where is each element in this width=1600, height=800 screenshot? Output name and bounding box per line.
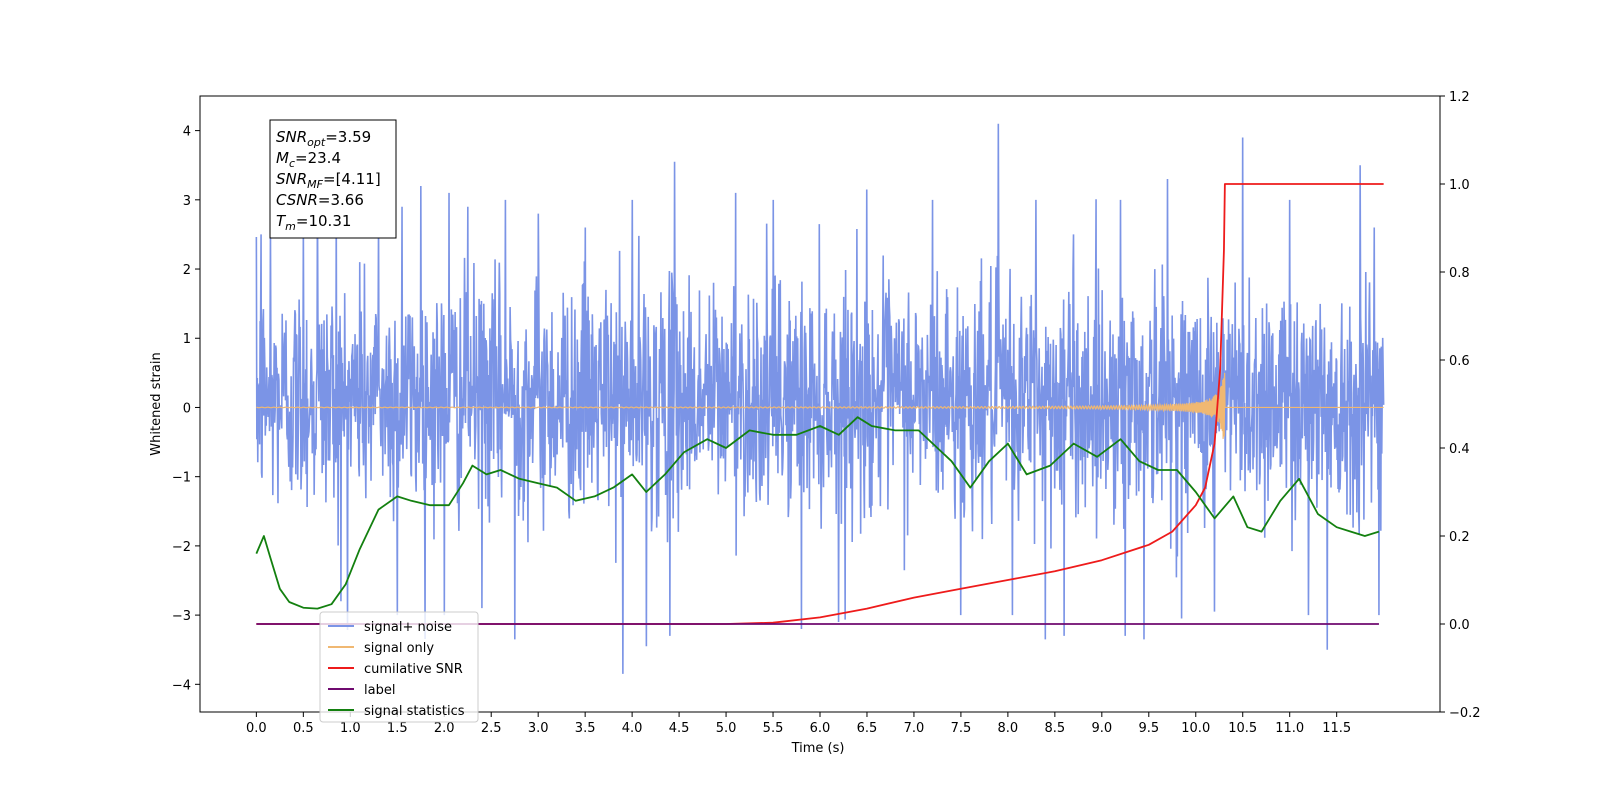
series-signal-only <box>256 372 1384 439</box>
x-tick-label: 1.5 <box>387 721 408 736</box>
annotation-line: Tm=10.31 <box>276 212 351 233</box>
x-tick-label: 0.0 <box>246 721 267 736</box>
y-tick-label: 3 <box>183 194 191 209</box>
x-tick-label: 7.5 <box>951 721 972 736</box>
y2-tick-label: 0.8 <box>1449 266 1470 281</box>
x-tick-label: 6.0 <box>810 721 831 736</box>
y2-tick-label: 0.2 <box>1449 530 1470 545</box>
y-tick-label: −3 <box>172 609 191 624</box>
annotation-subscript: c <box>289 157 295 170</box>
annotation-value: =23.4 <box>295 149 341 167</box>
y2-tick-label: 0.0 <box>1449 618 1470 633</box>
legend-label: signal statistics <box>364 704 465 719</box>
x-tick-label: 9.0 <box>1091 721 1112 736</box>
annotation-value: =[4.11] <box>323 170 381 188</box>
y2-tick-label: 1.0 <box>1449 178 1470 193</box>
y-tick-label: 0 <box>183 401 191 416</box>
annotation-line: SNRMF=[4.11] <box>276 170 381 191</box>
annotation-symbol: M <box>276 149 289 167</box>
annotation-value: =3.66 <box>318 191 364 209</box>
x-tick-label: 9.5 <box>1138 721 1159 736</box>
y2-tick-label: 1.2 <box>1449 90 1470 105</box>
annotation-subscript: opt <box>307 136 326 149</box>
annotation-frame <box>269 119 397 239</box>
y2-tick-label: −0.2 <box>1449 706 1481 721</box>
y-axis-label: Whitened strain <box>149 352 164 455</box>
legend: signal+ noise signal only cumilative SNR la… <box>319 611 479 723</box>
x-tick-label: 5.0 <box>716 721 737 736</box>
legend-label: cumilative SNR <box>364 662 463 677</box>
x-axis-label: Time (s) <box>791 741 845 756</box>
annotation-subscript: MF <box>307 178 323 191</box>
x-tick-label: 3.0 <box>528 721 549 736</box>
x-tick-label: 10.5 <box>1228 721 1257 736</box>
x-tick-label: 10.0 <box>1181 721 1210 736</box>
series-cumilative-snr <box>256 183 1384 625</box>
x-tick-label: 1.0 <box>340 721 361 736</box>
legend-label: label <box>364 683 395 698</box>
y-tick-label: 1 <box>183 332 191 347</box>
annotation-symbol: SNR <box>276 128 307 146</box>
annotation-symbol: SNR <box>276 170 307 188</box>
y-axis-left: −4 −3 −2 −1 0 1 2 3 4 <box>172 125 200 693</box>
annotation-line: CSNR=3.66 <box>276 191 364 209</box>
annotation-subscript: m <box>285 220 296 233</box>
y-tick-label: −4 <box>172 678 191 693</box>
legend-label: signal+ noise <box>364 620 452 635</box>
x-axis: 0.0 0.5 1.0 1.5 2.0 2.5 3.0 3.5 4.0 4.5 5.0 5.5 6.0 6… <box>246 712 1351 736</box>
y-tick-label: 4 <box>183 125 191 140</box>
y-tick-label: −2 <box>172 540 191 555</box>
y-tick-label: 2 <box>183 263 191 278</box>
annotation-value: =3.59 <box>325 128 371 146</box>
legend-frame <box>319 611 479 723</box>
x-tick-label: 4.0 <box>622 721 643 736</box>
x-tick-label: 8.0 <box>998 721 1019 736</box>
x-tick-label: 3.5 <box>575 721 596 736</box>
x-tick-label: 6.5 <box>857 721 878 736</box>
annotation-line: SNRopt=3.59 <box>276 128 371 149</box>
parameter-annotation-box: SNRopt=3.59Mc=23.4SNRMF=[4.11]CSNR=3.66T… <box>269 119 397 239</box>
y-axis-right: −0.2 0.0 0.2 0.4 0.6 0.8 1.0 1.2 <box>1440 90 1481 721</box>
x-tick-label: 2.5 <box>481 721 502 736</box>
x-tick-label: 4.5 <box>669 721 690 736</box>
x-tick-label: 7.0 <box>904 721 925 736</box>
y-tick-label: −1 <box>172 471 191 486</box>
y2-tick-label: 0.6 <box>1449 354 1470 369</box>
annotation-symbol: T <box>276 212 287 230</box>
x-tick-label: 11.5 <box>1322 721 1351 736</box>
x-tick-label: 11.0 <box>1275 721 1304 736</box>
x-tick-label: 0.5 <box>293 721 314 736</box>
y2-tick-label: 0.4 <box>1449 442 1470 457</box>
annotation-symbol: CSNR <box>276 191 318 209</box>
x-tick-label: 8.5 <box>1045 721 1066 736</box>
x-tick-label: 5.5 <box>763 721 784 736</box>
x-tick-label: 2.0 <box>434 721 455 736</box>
series-signal-noise <box>255 123 1385 674</box>
annotation-line: Mc=23.4 <box>276 149 341 170</box>
legend-label: signal only <box>364 641 434 656</box>
series-signal-statistics <box>255 416 1380 610</box>
annotation-value: =10.31 <box>296 212 352 230</box>
